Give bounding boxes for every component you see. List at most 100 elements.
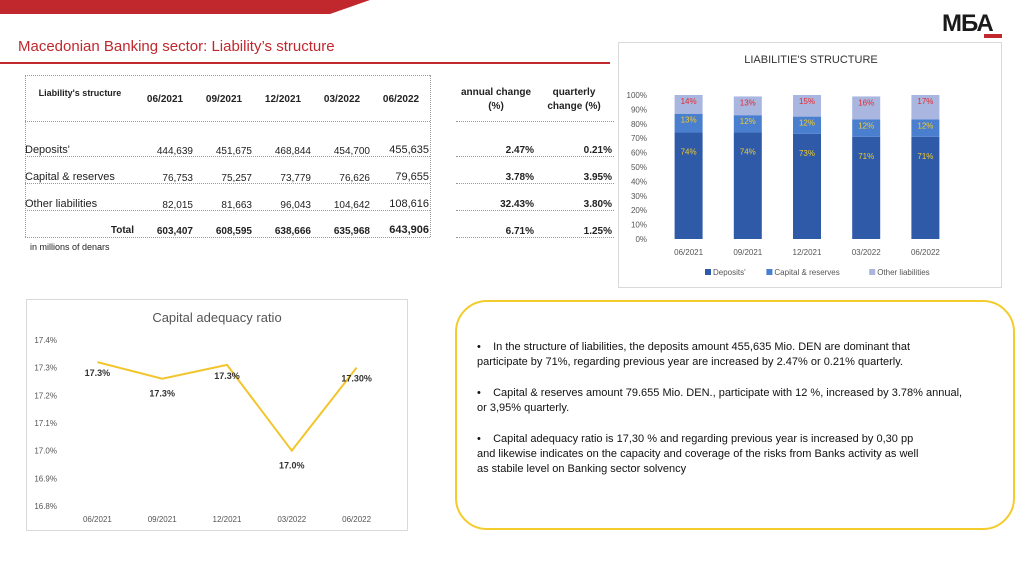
bullet-symbol: • <box>477 433 481 445</box>
x-tick-label: 09/2021 <box>148 515 177 524</box>
table-cell: 79,655 <box>395 171 429 183</box>
y-tick-label: 100% <box>627 91 647 100</box>
table-cell: 444,639 <box>156 146 193 157</box>
header-line: change (%) <box>547 101 601 112</box>
table-cell: 108,616 <box>389 198 429 210</box>
bar-segment <box>733 115 762 133</box>
line-chart-svg: Capital adequacy ratio 16.8% 16.9% 17.0% 17.… <box>34 310 372 524</box>
logo: МБА <box>942 10 994 37</box>
x-tick-label: 06/2022 <box>342 515 371 524</box>
x-tick-label: 12/2021 <box>793 248 822 257</box>
bullet-text: as stabile level on Banking sector solve… <box>477 463 687 475</box>
table-rule <box>456 210 614 211</box>
units-note: in millions of denars <box>30 242 110 252</box>
annual-change-cell: 6.71% <box>505 226 534 237</box>
table-cell: 96,043 <box>280 200 311 211</box>
table-cell: 82,015 <box>162 200 193 211</box>
bar-segment <box>733 96 762 116</box>
table-rule <box>456 183 614 184</box>
table-cell: 81,663 <box>221 200 252 211</box>
page-title: Macedonian Banking sector: Liability’s s… <box>18 38 335 55</box>
bar-data-label: 13% <box>740 98 756 107</box>
legend-label: Deposits' <box>713 268 746 277</box>
y-tick-label: 10% <box>631 221 647 230</box>
commentary-box: • In the structure of liabilities, the d… <box>455 300 1015 530</box>
bar-segment <box>911 136 940 239</box>
bullet-deposits: • In the structure of liabilities, the d… <box>477 340 910 370</box>
bar-data-label: 17% <box>917 97 933 106</box>
bullet-text: Capital adequacy ratio is 17,30 % and re… <box>493 433 914 445</box>
title-underline <box>0 62 610 64</box>
y-tick-label: 70% <box>631 134 647 143</box>
table-period-header: 06/2022 <box>382 94 420 105</box>
y-tick-label: 80% <box>631 120 647 129</box>
legend-swatch <box>705 269 711 275</box>
liability-structure-chart: LIABILITIE'S STRUCTURE 0% 10% 20% 30% 40% 50% 6… <box>618 42 1002 288</box>
y-tick-label: 17.0% <box>34 447 57 456</box>
row-label-total: Total <box>110 225 134 236</box>
table-rule <box>25 156 430 157</box>
x-tick-label: 09/2021 <box>733 248 762 257</box>
top-accent-shape <box>0 0 370 14</box>
row-label-deposits: Deposits' <box>25 144 70 156</box>
table-rule <box>25 237 430 238</box>
annual-change-cell: 32.43% <box>500 199 534 210</box>
y-tick-label: 90% <box>631 105 647 114</box>
header-line: (%) <box>488 101 504 112</box>
y-tick-label: 60% <box>631 149 647 158</box>
y-tick-label: 50% <box>631 163 647 172</box>
quarterly-change-cell: 3.95% <box>583 172 612 183</box>
row-label-capital: Capital & reserves <box>25 171 115 183</box>
bar-segment <box>674 95 703 114</box>
table-cell: 76,626 <box>339 173 370 184</box>
x-tick-label: 03/2022 <box>852 248 881 257</box>
row-label-other: Other liabilities <box>25 198 98 210</box>
bar-segment <box>793 95 821 117</box>
bar-segment <box>733 132 762 239</box>
bullet-text: participate by 71%, regarding previous y… <box>477 356 903 368</box>
bar-segment <box>911 95 940 120</box>
bar-data-label: 13% <box>681 116 697 125</box>
series-line <box>97 361 358 453</box>
y-tick-label: 16.9% <box>34 474 57 483</box>
bullet-line: • Capital & reserves amount 79.655 Mio. … <box>477 387 962 399</box>
table-rule <box>456 121 614 122</box>
legend-swatch <box>766 269 773 275</box>
table-corner-label: Liability's structure <box>38 88 122 98</box>
table-cell: 451,675 <box>215 146 252 157</box>
legend-label: Other liabilities <box>877 268 929 277</box>
x-tick-label: 06/2021 <box>674 248 703 257</box>
y-tick-label: 0% <box>635 235 647 244</box>
table-period-header: 03/2022 <box>323 94 361 105</box>
bullet-text: In the structure of liabilities, the dep… <box>493 341 911 353</box>
chart-title: LIABILITIE'S STRUCTURE <box>744 54 878 66</box>
table-cell: 638,666 <box>274 226 311 237</box>
bar-data-label: 15% <box>799 97 815 106</box>
table-rule <box>456 156 614 157</box>
table-rule <box>25 75 430 76</box>
legend-label: Capital & reserves <box>774 268 839 277</box>
table-period-header: 12/2021 <box>264 94 302 105</box>
x-tick-label: 06/2021 <box>83 515 112 524</box>
bar-data-label: 16% <box>858 98 874 107</box>
quarterly-change-cell: 0.21% <box>583 145 612 156</box>
quarterly-change-cell: 3.80% <box>583 199 612 210</box>
data-label: 17.30% <box>341 374 372 384</box>
quarterly-change-cell: 1.25% <box>583 226 612 237</box>
annual-change-cell: 3.78% <box>505 172 534 183</box>
table-cell: 75,257 <box>221 173 252 184</box>
table-period-header: 06/2021 <box>146 94 184 105</box>
table-cell: 635,968 <box>333 226 370 237</box>
table-rule <box>25 183 430 184</box>
table-cell: 608,595 <box>215 226 252 237</box>
stacked-bar-svg: LIABILITIE'S STRUCTURE 0% 10% 20% 30% 40% 50% 6… <box>627 54 941 277</box>
x-tick-label: 12/2021 <box>213 515 242 524</box>
y-tick-label: 40% <box>631 177 647 186</box>
y-tick-label: 17.2% <box>34 391 57 400</box>
x-tick-label: 06/2022 <box>911 248 940 257</box>
y-tick-label: 17.1% <box>34 419 57 428</box>
bar-data-label: 71% <box>917 152 933 161</box>
bar-data-label: 12% <box>799 119 815 128</box>
bullet-symbol: • <box>477 341 481 353</box>
table-cell: 468,844 <box>274 146 311 157</box>
